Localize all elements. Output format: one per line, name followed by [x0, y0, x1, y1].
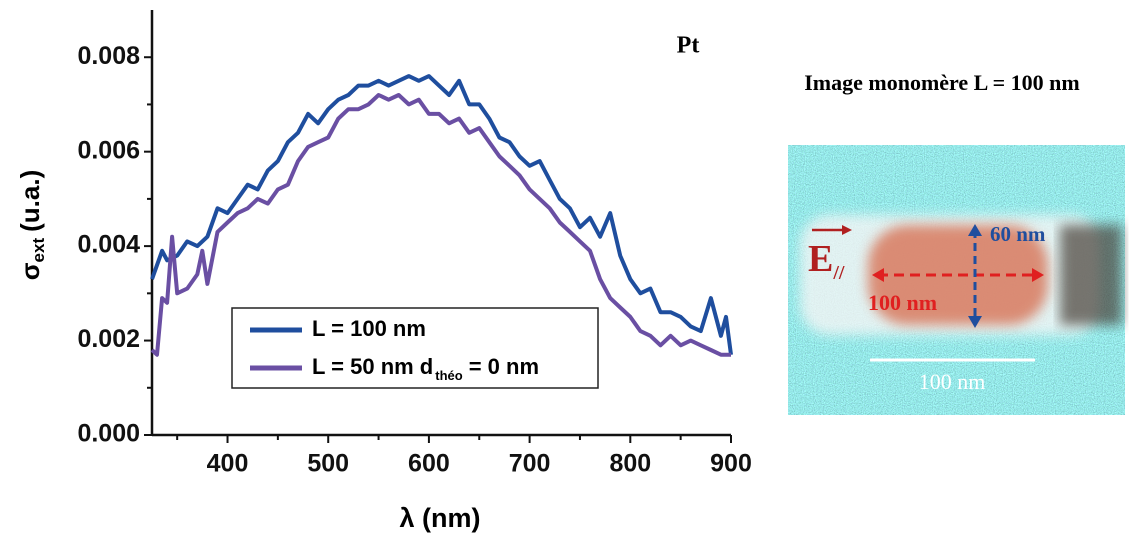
y-tick-label: 0.004 [77, 231, 140, 259]
arrow-head [872, 268, 884, 282]
x-tick-label: 600 [408, 450, 450, 478]
legend-box [231, 307, 599, 389]
y-axis-label: σext (u.a.) [15, 170, 49, 280]
image-title: Image monomère L = 100 nm [804, 70, 1080, 95]
neighbor [1060, 225, 1122, 325]
y-tick-label: 0.002 [77, 325, 140, 353]
x-axis-label: λ (nm) [400, 503, 481, 533]
legend-name-sub: théo [435, 368, 463, 383]
legend-label: L = 100 nm [312, 316, 426, 341]
y-tick-label: 0.000 [77, 420, 140, 448]
field-label: E// [808, 238, 845, 284]
x-tick-label: 700 [509, 450, 551, 478]
legend-name: L = 50 nm d [312, 354, 433, 379]
x-tick-label: 500 [307, 450, 349, 478]
arrow-head [842, 225, 852, 235]
y-tick-label: 0.006 [77, 136, 140, 164]
x-tick-label: 900 [710, 450, 752, 478]
arrow-head [968, 224, 982, 236]
x-tick-label: 800 [609, 450, 651, 478]
legend-name: L = 100 nm [312, 316, 426, 341]
y-label-symbol: σ [15, 262, 45, 280]
field-symbol: E [808, 238, 833, 280]
legend-name-suffix: = 0 nm [469, 354, 539, 379]
width-label: 60 nm [990, 222, 1046, 246]
y-label-rest: (u.a.) [15, 170, 45, 232]
series-line [150, 74, 733, 355]
arrow-head [1032, 268, 1044, 282]
x-tick-label: 400 [207, 450, 249, 478]
legend-label: L = 50 nm d théo = 0 nm [312, 354, 539, 384]
length-label: 100 nm [868, 290, 937, 315]
scale-label: 100 nm [919, 369, 986, 394]
y-tick-label: 0.008 [77, 42, 140, 70]
image-panel: Image monomère L = 100 nm 60 nm 100 nm 1… [788, 70, 1125, 415]
series-line [150, 93, 731, 357]
arrow-head [968, 316, 982, 328]
y-label-sub: ext [29, 238, 48, 263]
chart-title: Pt [677, 33, 700, 59]
field-sub: // [832, 262, 845, 284]
